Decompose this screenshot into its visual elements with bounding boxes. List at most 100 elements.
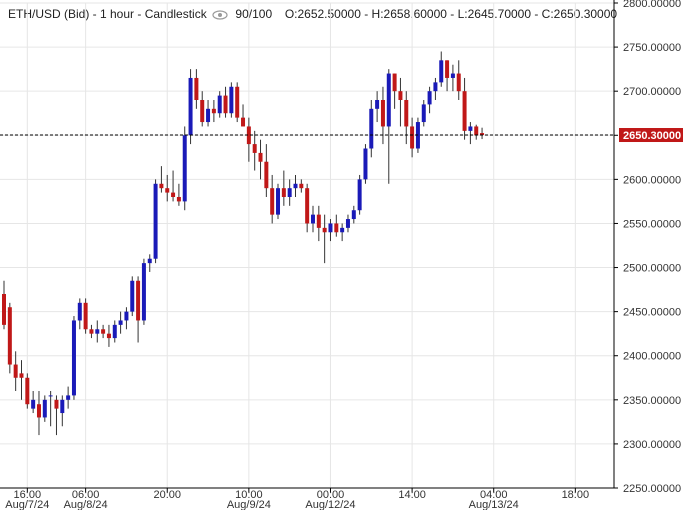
x-tick-label: 20:00 <box>153 489 181 501</box>
candle-body <box>60 399 65 414</box>
candle-body <box>439 60 444 83</box>
candle-down <box>136 276 141 343</box>
candle-body <box>310 214 315 224</box>
x-tick-date: Aug/9/24 <box>227 499 271 510</box>
candle-up <box>60 395 65 427</box>
eye-icon[interactable] <box>212 10 228 20</box>
x-tick-label: 14:00 <box>398 489 426 501</box>
candle-body <box>375 100 380 109</box>
candle-body <box>7 307 12 365</box>
candle-body <box>83 302 88 330</box>
candle-down <box>101 324 106 339</box>
candle-body <box>334 223 339 233</box>
candle-down <box>252 130 257 171</box>
candle-down <box>200 91 205 127</box>
candle-body <box>130 280 135 312</box>
candle-up <box>130 276 135 317</box>
candle-body <box>474 126 479 136</box>
candle-body <box>357 179 362 211</box>
candle-body <box>95 329 100 334</box>
x-tick-label: 04:00 <box>480 489 508 501</box>
candle-body <box>25 377 30 405</box>
candle-up <box>468 122 473 145</box>
candle-up <box>206 100 211 127</box>
candle-body <box>258 152 263 162</box>
candle-body <box>468 126 473 131</box>
candle-body <box>287 188 292 197</box>
candle-up <box>421 100 426 127</box>
candle-up <box>48 391 53 427</box>
candle-body <box>159 183 164 189</box>
candle-down <box>392 73 397 109</box>
candle-body <box>217 95 222 114</box>
y-tick-label: 2800.00000 <box>623 0 681 10</box>
candle-down <box>194 69 199 109</box>
candle-body <box>77 302 82 321</box>
current-price-marker: 2650.30000 <box>0 128 683 143</box>
candle-down <box>7 302 12 374</box>
x-tick-label: 18:00 <box>562 489 590 501</box>
candle-body <box>229 86 234 114</box>
candle-body <box>421 104 426 123</box>
candle-up <box>188 69 193 145</box>
candle-down <box>264 144 269 197</box>
candle-up <box>276 183 281 220</box>
candle-body <box>118 320 123 325</box>
candle-down <box>398 77 403 127</box>
candle-down <box>171 170 176 202</box>
candle-body <box>165 188 170 193</box>
candle-up <box>357 174 362 215</box>
candle-body <box>293 183 298 189</box>
candle-down <box>404 91 409 145</box>
candle-up <box>71 316 76 400</box>
candle-down <box>410 117 415 158</box>
candle-up <box>386 69 391 184</box>
x-tick-label: 16:00 <box>14 489 42 501</box>
y-tick-label: 2500.00000 <box>623 263 681 275</box>
candle-body <box>194 77 199 100</box>
candle-up <box>141 258 146 325</box>
candle-body <box>392 73 397 92</box>
candle-body <box>450 73 455 78</box>
candle-body <box>404 100 409 127</box>
candle-body <box>281 188 286 197</box>
candle-body <box>252 144 257 153</box>
candle-up <box>77 298 82 330</box>
candle-body <box>369 108 374 149</box>
candle-body <box>71 320 76 396</box>
candle-down <box>456 60 461 100</box>
candle-up <box>293 174 298 197</box>
x-tick-date: Aug/13/24 <box>469 499 519 510</box>
candle-down <box>159 166 164 193</box>
candle-down <box>281 170 286 206</box>
y-tick-label: 2300.00000 <box>623 439 681 451</box>
candle-body <box>270 188 275 215</box>
candle-up <box>369 100 374 158</box>
candle-body <box>398 91 403 100</box>
y-tick-label: 2550.00000 <box>623 218 681 230</box>
candle-body <box>456 73 461 92</box>
candle-body <box>31 399 36 409</box>
ohlc-readout: O:2652.50000 - H:2658.60000 - L:2645.700… <box>284 7 618 21</box>
candle-body <box>433 82 438 92</box>
candle-body <box>223 95 228 114</box>
candle-down <box>235 82 240 123</box>
candle-body <box>246 126 251 145</box>
candle-body <box>276 188 281 215</box>
y-tick-label: 2250.00000 <box>623 483 681 495</box>
candle-down <box>176 183 181 206</box>
chart-header: ETH/USD (Bid) - 1 hour - Candlestick 90/… <box>8 7 617 21</box>
candle-up <box>328 219 333 242</box>
x-tick-date: Aug/7/24 <box>5 499 49 510</box>
candle-body <box>48 395 53 397</box>
candle-body <box>171 192 176 197</box>
candle-down <box>19 360 24 400</box>
y-tick-label: 2700.00000 <box>623 86 681 98</box>
candle-body <box>89 329 94 334</box>
candle-down <box>13 351 18 391</box>
candle-up <box>450 64 455 92</box>
candle-up <box>112 320 117 343</box>
candle-down <box>474 124 479 140</box>
